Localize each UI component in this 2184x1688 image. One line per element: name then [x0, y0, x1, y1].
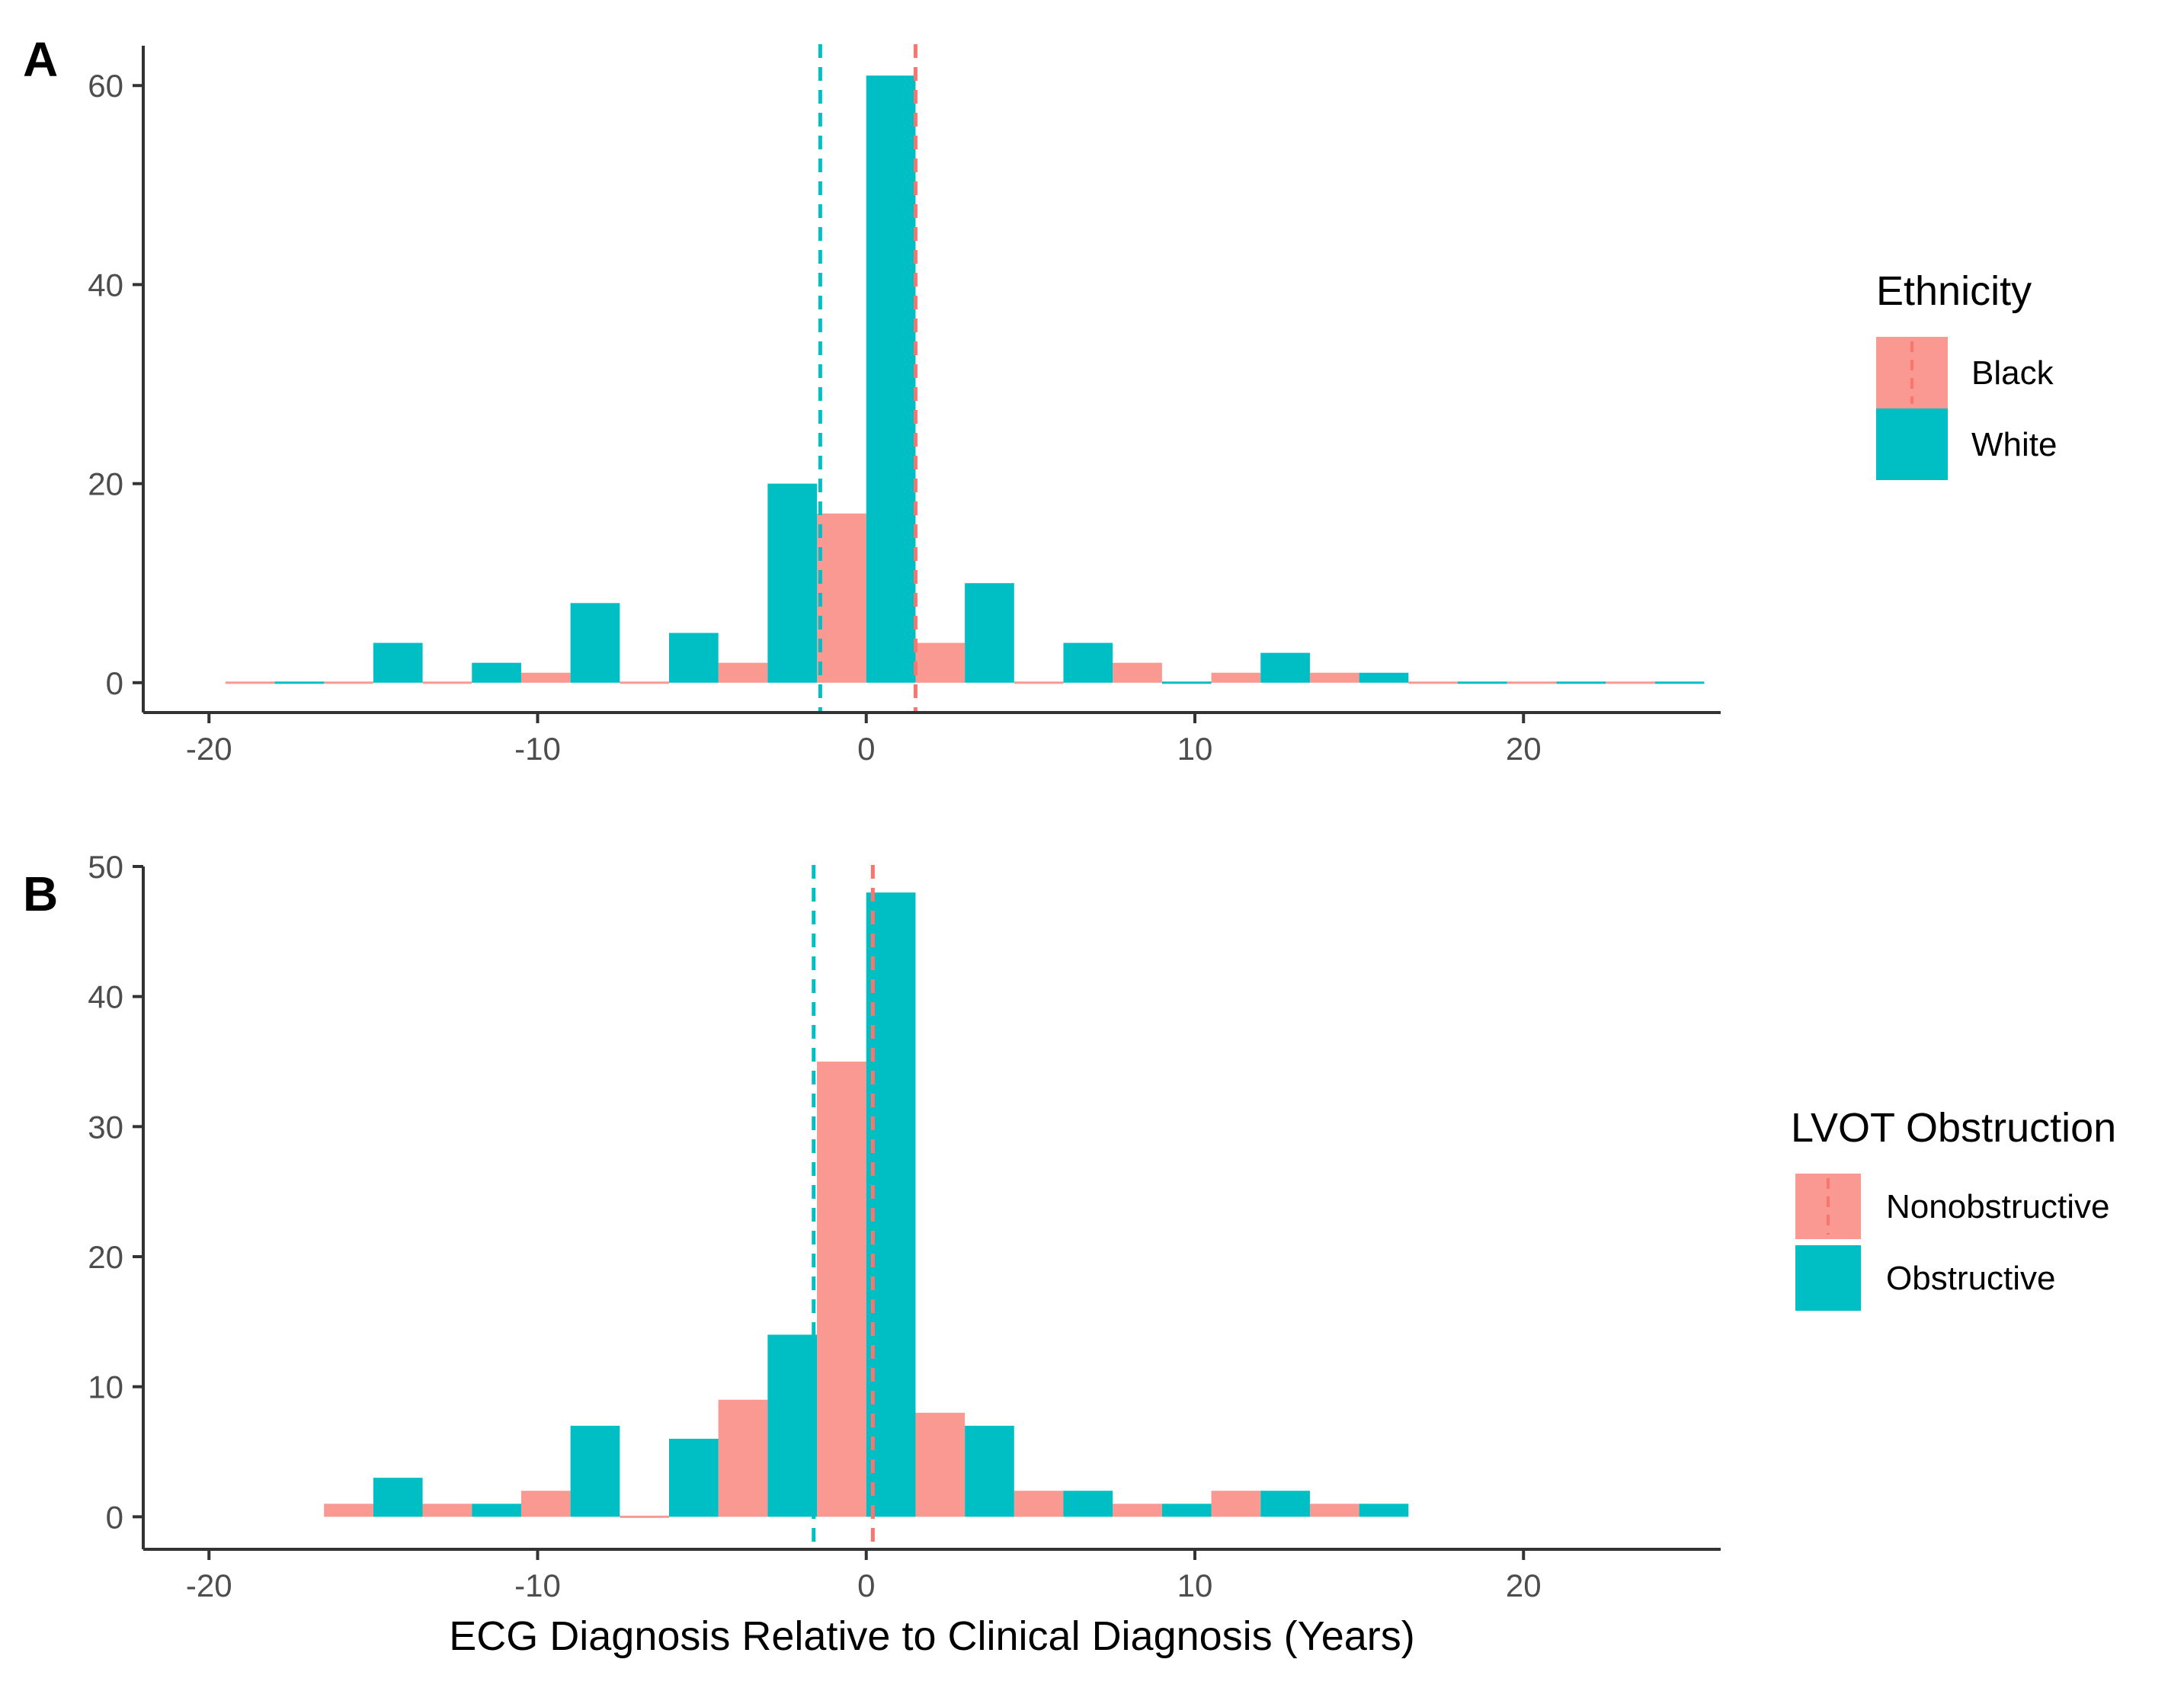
legend-key-nonobstructive: Nonobstructive [1795, 1174, 2109, 1239]
bar-series-nonobstructive [324, 1062, 1359, 1518]
bar [1458, 681, 1507, 684]
legend: Ethnicity Black White [1876, 268, 2057, 480]
bar [767, 1334, 818, 1517]
x-tick-label: -10 [514, 1568, 561, 1603]
legend-title: Ethnicity [1876, 268, 2032, 314]
bar [669, 1438, 719, 1517]
y-tick-label: 0 [106, 665, 123, 701]
y-tick-label: 20 [88, 1239, 123, 1275]
bar [1014, 681, 1064, 684]
legend-key-obstructive: Obstructive [1795, 1245, 2056, 1311]
y-tick-label: 30 [88, 1109, 123, 1145]
bar [373, 1478, 423, 1517]
bar [520, 1491, 571, 1517]
bar [1014, 1491, 1064, 1517]
legend-label: Black [1971, 354, 2054, 392]
bar [1063, 1491, 1113, 1517]
x-tick-label: 20 [1506, 1568, 1542, 1603]
bar [1113, 1504, 1162, 1517]
bar [1260, 652, 1310, 683]
y-tick-label: 40 [88, 267, 123, 303]
bar [1606, 681, 1655, 684]
legend-title: LVOT Obstruction [1791, 1105, 2116, 1151]
bar [472, 1504, 521, 1517]
bar [373, 642, 423, 683]
bar [866, 75, 916, 683]
bar [324, 681, 373, 684]
bar [817, 513, 866, 683]
legend-label: White [1971, 426, 2057, 463]
bar [422, 1504, 472, 1517]
bar-series-white [274, 75, 1705, 684]
bar [1408, 681, 1458, 684]
x-tick-label: 20 [1506, 731, 1542, 767]
bar [915, 642, 966, 683]
legend-key-black: Black [1876, 337, 2054, 408]
y-tick-label: 40 [88, 979, 123, 1015]
bar [866, 892, 916, 1517]
bar [1309, 1504, 1359, 1517]
bar [570, 1425, 620, 1517]
bar [1161, 1504, 1212, 1517]
bar [620, 681, 669, 684]
bar [1211, 1491, 1261, 1517]
bar [669, 633, 719, 683]
x-tick-label: 0 [857, 731, 875, 767]
bar [1507, 681, 1557, 684]
bar [324, 1504, 373, 1517]
x-tick-label: -20 [186, 1568, 232, 1603]
bar [965, 583, 1014, 683]
bar [718, 1399, 768, 1517]
panel-label: B [23, 866, 58, 921]
x-tick-label: -10 [514, 731, 561, 767]
panel-a: A -20 -10 0 10 20 0 20 40 60 Ethnicity Black White [23, 32, 2057, 767]
legend: LVOT Obstruction Nonobstructive Obstructiv… [1791, 1105, 2116, 1311]
bar [422, 681, 472, 684]
bar-series-black [225, 513, 1655, 684]
y-tick-label: 50 [88, 849, 123, 885]
bar [225, 681, 275, 684]
bar [915, 1412, 966, 1517]
bar-series-obstructive [373, 892, 1409, 1517]
x-tick-label: 10 [1177, 731, 1213, 767]
y-tick-label: 0 [106, 1499, 123, 1535]
y-tick-label: 20 [88, 466, 123, 502]
legend-label: Obstructive [1886, 1260, 2056, 1297]
x-axis-title: ECG Diagnosis Relative to Clinical Diagn… [449, 1613, 1415, 1659]
y-tick-label: 60 [88, 68, 123, 104]
x-tick-label: -20 [186, 731, 232, 767]
bar [718, 662, 768, 683]
bar [767, 483, 818, 683]
panel-label: A [23, 32, 58, 87]
bar [1556, 681, 1606, 684]
bar [1211, 672, 1261, 683]
x-tick-label: 10 [1177, 1568, 1213, 1603]
bar [1309, 672, 1359, 683]
panel-b: B -20 -10 0 10 20 0 10 20 30 40 50 LVOT Obstruction N… [23, 849, 2116, 1603]
bar [1654, 681, 1705, 684]
bar [1161, 681, 1212, 684]
bar [965, 1425, 1014, 1517]
legend-label: Nonobstructive [1886, 1188, 2109, 1225]
x-tick-label: 0 [857, 1568, 875, 1603]
bar [520, 672, 571, 683]
bar [817, 1062, 866, 1517]
bar [1113, 662, 1162, 683]
bar [1359, 1504, 1409, 1517]
bar [1260, 1491, 1310, 1517]
bar [1063, 642, 1113, 683]
y-tick-label: 10 [88, 1369, 123, 1405]
legend-key-white: White [1876, 408, 2057, 480]
bar [274, 681, 325, 684]
bar [472, 662, 521, 683]
bar [1359, 672, 1409, 683]
bar [570, 603, 620, 683]
bar [620, 1515, 669, 1518]
